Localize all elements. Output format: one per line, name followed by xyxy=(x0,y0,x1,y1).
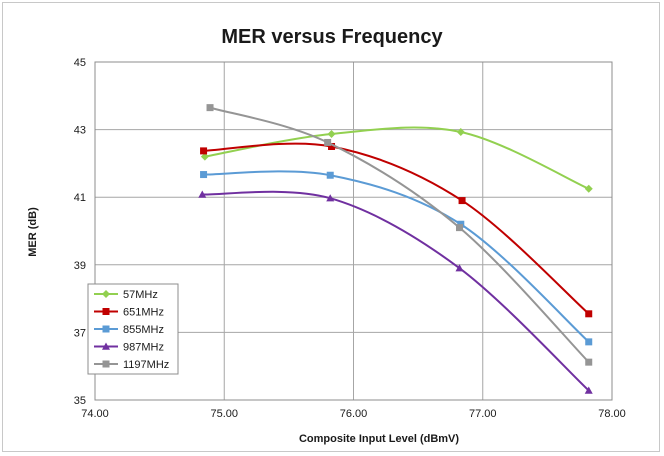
legend-box xyxy=(87,283,179,375)
legend-item-1197mhz: 1197MHz xyxy=(94,359,169,371)
legend-label: 57MHz xyxy=(123,289,158,301)
series-layer xyxy=(198,104,593,394)
series-line-57mhz xyxy=(204,126,590,190)
tick-labels: 74.00 75.00 76.00 77.00 78.00 35 37 39 41 43 45 xyxy=(74,57,626,420)
data-point-855mhz xyxy=(326,171,334,179)
data-point-1197mhz xyxy=(585,358,593,366)
y-tick-label: 45 xyxy=(74,57,86,69)
data-point-57mhz xyxy=(584,184,593,193)
legend-label: 855MHz xyxy=(123,324,164,336)
data-point-1197mhz xyxy=(455,224,463,232)
data-point-987mhz xyxy=(198,190,207,198)
legend-swatch-marker xyxy=(102,308,110,315)
series-line-987mhz xyxy=(202,190,590,392)
legend-item-987mhz: 987MHz xyxy=(94,342,164,354)
x-tick-label: 76.00 xyxy=(340,408,368,420)
legend-swatch-marker xyxy=(102,325,110,333)
plot-area xyxy=(94,61,613,401)
data-point-1197mhz xyxy=(206,104,214,112)
data-point-651mhz xyxy=(585,310,593,318)
series-651mhz xyxy=(200,142,593,318)
data-point-855mhz xyxy=(200,171,208,179)
data-point-987mhz xyxy=(584,386,593,394)
legend-item-855mhz: 855MHz xyxy=(94,324,164,336)
series-1197mhz xyxy=(206,104,593,366)
series-line-1197mhz xyxy=(209,106,590,363)
data-point-57mhz xyxy=(200,152,209,161)
data-point-57mhz xyxy=(327,129,336,138)
y-tick-label: 37 xyxy=(74,327,86,339)
data-point-987mhz xyxy=(455,264,464,272)
y-tick-label: 39 xyxy=(74,260,86,272)
y-tick-label: 35 xyxy=(74,395,86,407)
legend-label: 651MHz xyxy=(123,307,164,319)
data-point-855mhz xyxy=(585,338,593,346)
legend-label: 987MHz xyxy=(123,342,164,354)
y-axis-label: MER (dB) xyxy=(27,207,39,257)
x-tick-label: 77.00 xyxy=(469,408,497,420)
chart-frame xyxy=(2,2,660,452)
chart-title: MER versus Frequency xyxy=(221,26,443,48)
legend-swatch-marker xyxy=(102,342,110,350)
legend-label: 1197MHz xyxy=(123,359,169,371)
data-point-651mhz xyxy=(458,197,466,205)
data-point-57mhz xyxy=(456,127,465,136)
x-tick-label: 74.00 xyxy=(81,408,109,420)
y-tick-label: 41 xyxy=(74,192,86,204)
series-line-651mhz xyxy=(203,142,590,315)
series-line-855mhz xyxy=(203,170,590,343)
legend: 57MHz 651MHz 855MHz 987MHz 1197MHz xyxy=(87,283,179,375)
legend-swatch-marker xyxy=(102,290,110,298)
x-tick-label: 75.00 xyxy=(210,408,238,420)
data-point-651mhz xyxy=(200,147,208,155)
series-987mhz xyxy=(198,190,593,394)
grid xyxy=(95,62,612,400)
legend-item-57mhz: 57MHz xyxy=(94,289,158,301)
legend-swatch-marker xyxy=(102,360,110,368)
x-tick-label: 78.00 xyxy=(598,408,626,420)
x-axis-label: Composite Input Level (dBmV) xyxy=(299,433,459,445)
legend-item-651mhz: 651MHz xyxy=(94,307,164,319)
y-tick-label: 43 xyxy=(74,125,86,137)
data-point-987mhz xyxy=(326,194,335,202)
series-57mhz xyxy=(200,126,593,193)
data-point-651mhz xyxy=(328,143,336,150)
data-point-1197mhz xyxy=(324,138,332,146)
